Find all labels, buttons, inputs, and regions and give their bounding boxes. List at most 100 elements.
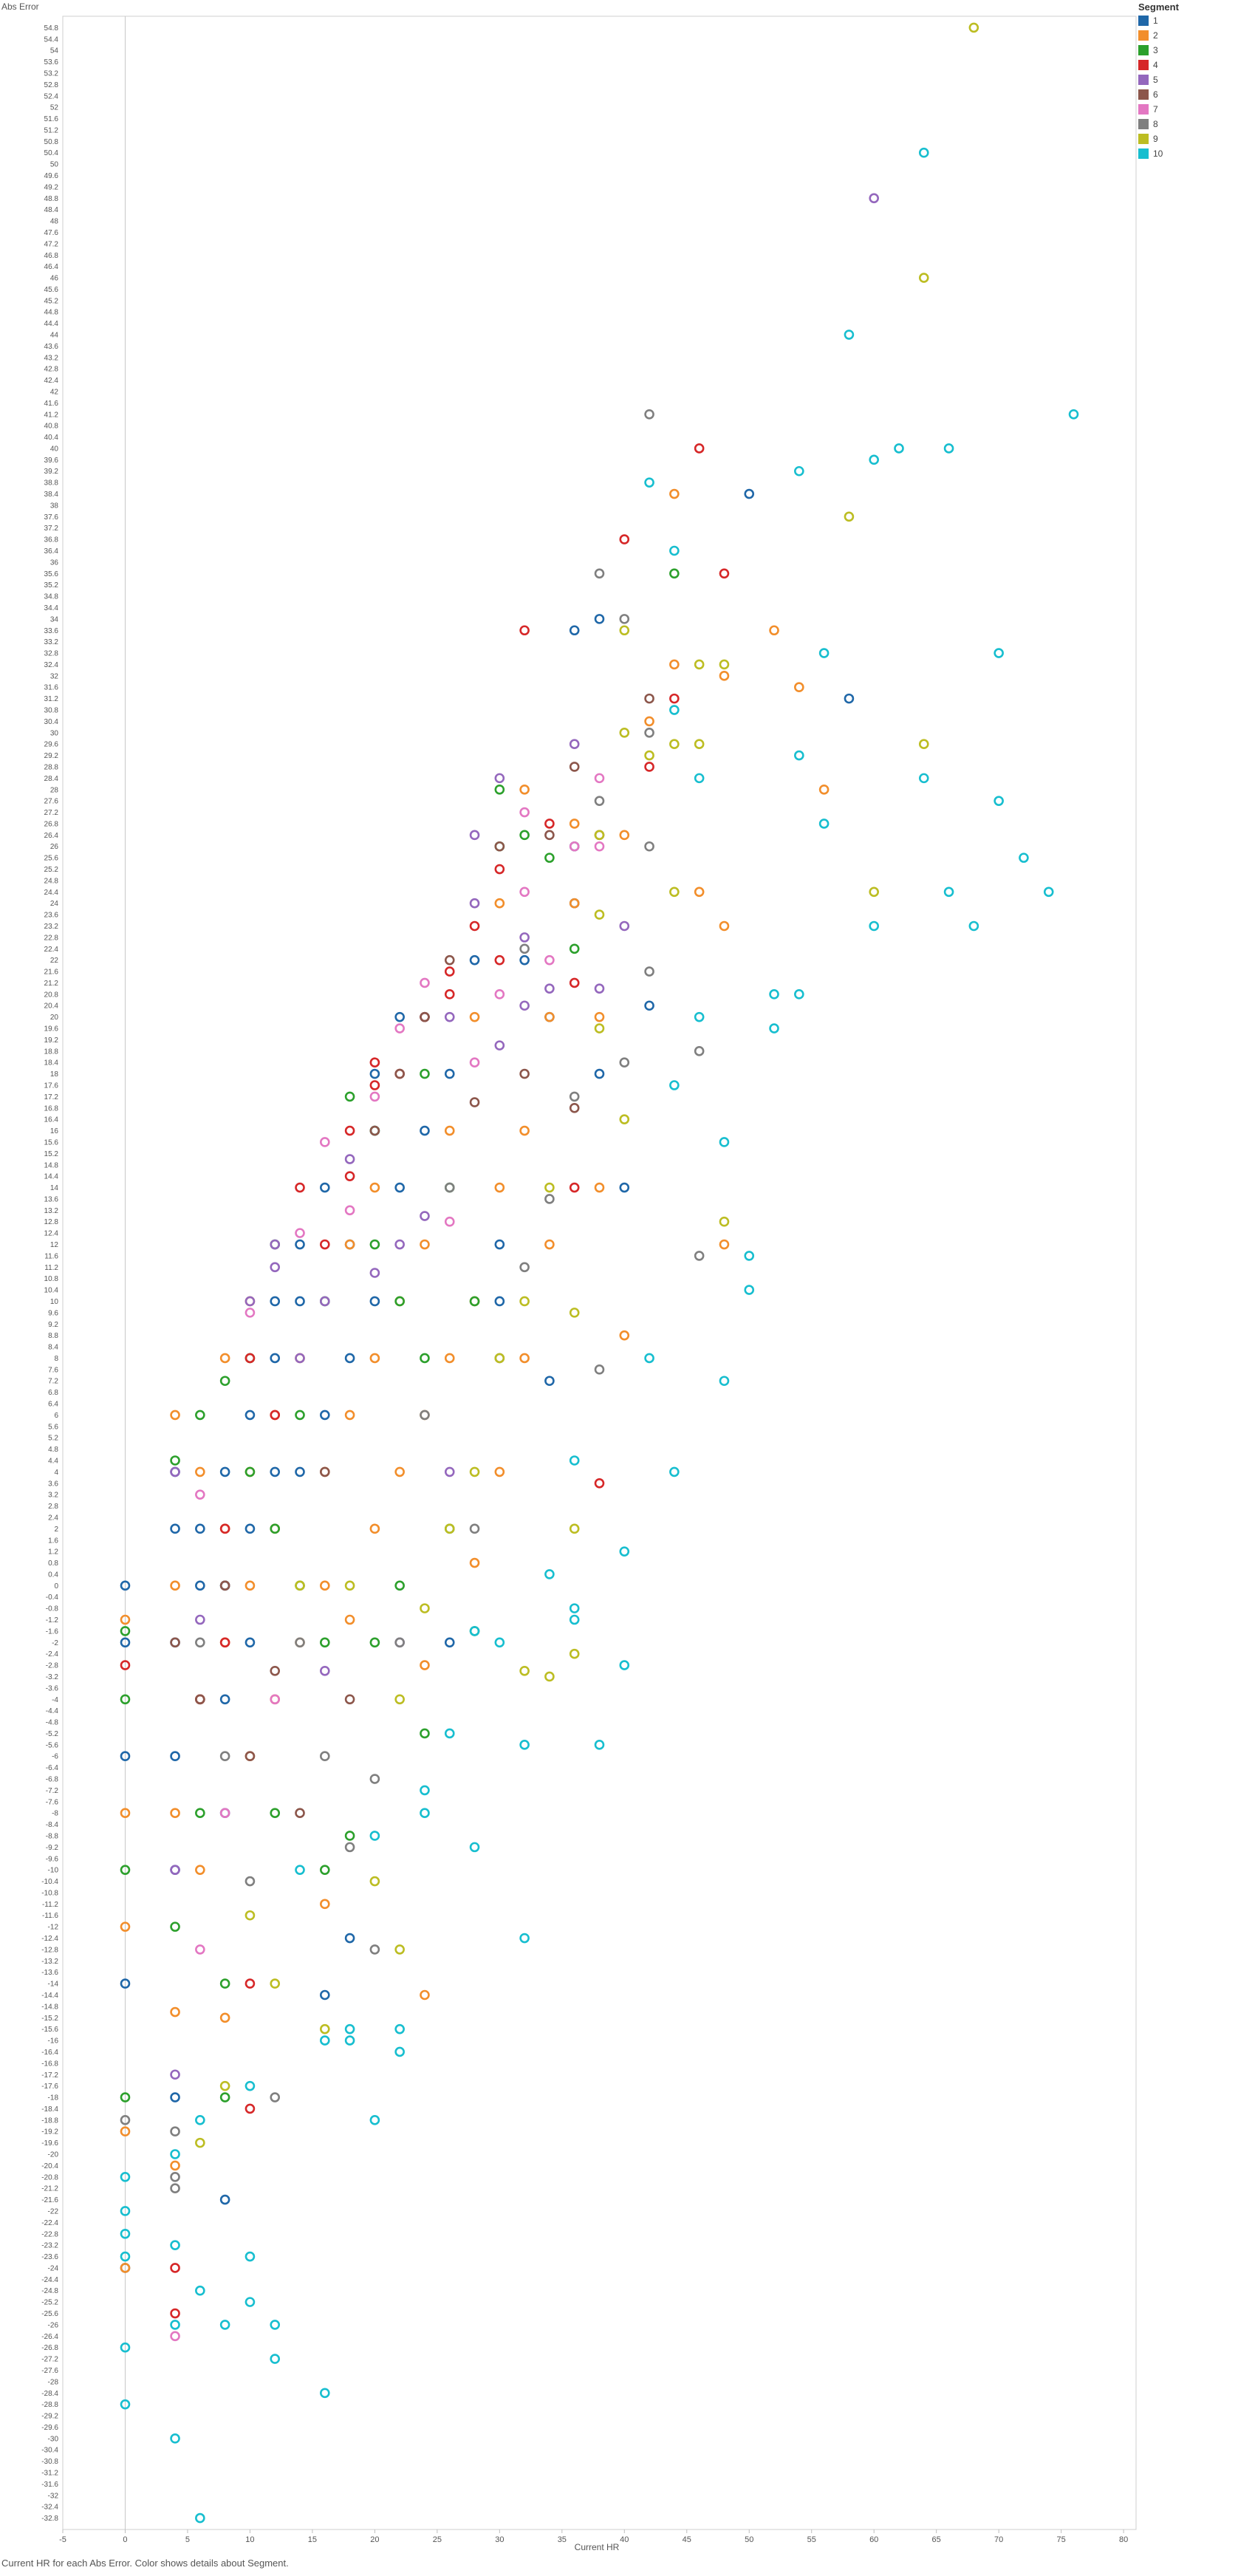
y-tick-label: 24.8 [44,877,59,885]
y-tick-label: 30 [50,729,59,737]
legend-item-9[interactable]: 9 [1138,131,1234,146]
data-point [295,1228,305,1238]
y-tick-label: 36.8 [44,536,59,544]
x-axis-title: Current HR [575,2542,620,2552]
data-point [270,2320,281,2330]
data-point [644,966,654,977]
y-tick-label: 41.2 [44,411,59,419]
y-tick-label: 27.2 [44,809,59,817]
data-point [769,989,779,1000]
data-point [320,1182,330,1193]
data-point [394,1296,405,1307]
data-point [769,625,779,636]
data-point [120,1921,131,1932]
data-point [544,1671,555,1682]
legend-item-1[interactable]: 1 [1138,13,1234,28]
y-tick-label: 49.2 [44,183,59,191]
data-point [170,2006,180,2018]
y-tick-label: -20.8 [41,2173,58,2182]
y-tick-label: -14.4 [41,1992,58,2000]
data-point [170,2160,180,2171]
data-point [794,465,804,476]
data-point [569,1102,580,1113]
data-point [694,659,705,670]
x-tick-label: 80 [1119,2535,1128,2544]
data-point [469,1057,480,1068]
y-tick-label: 26 [50,843,59,851]
data-point [719,1137,730,1147]
y-tick-label: -19.2 [41,2128,58,2136]
legend-item-2[interactable]: 2 [1138,28,1234,43]
x-tick-label: 10 [245,2535,254,2544]
y-tick-label: 8 [54,1355,58,1363]
y-tick-label: -31.6 [41,2481,58,2489]
data-point [120,2126,131,2137]
data-point [569,1455,580,1466]
data-point [669,659,680,670]
data-point [644,693,654,704]
y-tick-label: -23.6 [41,2253,58,2261]
y-tick-label: 22.4 [44,946,59,954]
data-point [195,1614,205,1625]
data-point [544,1569,555,1579]
data-point [120,1626,131,1636]
data-point [244,1523,256,1534]
data-point [494,784,505,795]
data-point [444,989,455,1000]
data-point [219,1580,230,1591]
data-point [469,920,480,932]
data-point [170,2331,180,2342]
data-point [369,1068,380,1079]
y-tick-label: -1.2 [46,1616,59,1624]
data-point [669,1080,680,1090]
legend-item-8[interactable]: 8 [1138,117,1234,131]
data-point [120,2171,131,2182]
data-points [120,22,1079,2524]
y-tick-label: 22 [50,957,59,965]
data-point [994,648,1004,658]
data-point [444,1637,455,1648]
y-tick-label: -10.8 [41,1889,58,1897]
legend-item-4[interactable]: 4 [1138,58,1234,72]
legend-item-10[interactable]: 10 [1138,146,1234,161]
data-point [295,1808,305,1818]
data-point [420,1125,430,1136]
legend-label: 1 [1153,16,1158,26]
legend-item-6[interactable]: 6 [1138,87,1234,102]
y-tick-label: 53.6 [44,58,59,66]
data-point [344,1580,355,1591]
data-point [120,2115,131,2125]
y-tick-label: 35.2 [44,581,59,590]
series-10 [120,147,1079,2524]
y-tick-label: 47.6 [44,229,59,237]
data-point [244,1751,256,1762]
y-tick-label: 10 [50,1298,59,1306]
y-tick-label: -20 [48,2151,59,2159]
data-point [519,1740,530,1750]
data-point [469,954,480,966]
y-tick-label: 6.4 [48,1401,58,1409]
data-point [619,1660,630,1670]
data-point [344,1410,355,1421]
data-point [120,1751,131,1762]
series-1 [120,488,855,2273]
legend-item-5[interactable]: 5 [1138,72,1234,87]
y-tick-label: -10.4 [41,1878,58,1886]
legend-item-7[interactable]: 7 [1138,102,1234,117]
data-point [420,1660,430,1670]
data-point [120,2228,131,2239]
y-tick-label: 34 [50,615,59,623]
data-point [494,1466,505,1477]
data-point [195,1944,205,1955]
data-point [170,1921,180,1932]
data-point [918,273,929,283]
y-tick-label: -32.4 [41,2504,58,2512]
data-point [669,886,680,898]
data-point [344,2035,355,2046]
data-point [494,898,505,909]
data-point [219,1523,230,1534]
y-tick-label: 17.2 [44,1093,59,1101]
data-point [369,1774,380,1784]
legend-item-3[interactable]: 3 [1138,43,1234,58]
y-tick-label: -12.4 [41,1935,58,1943]
